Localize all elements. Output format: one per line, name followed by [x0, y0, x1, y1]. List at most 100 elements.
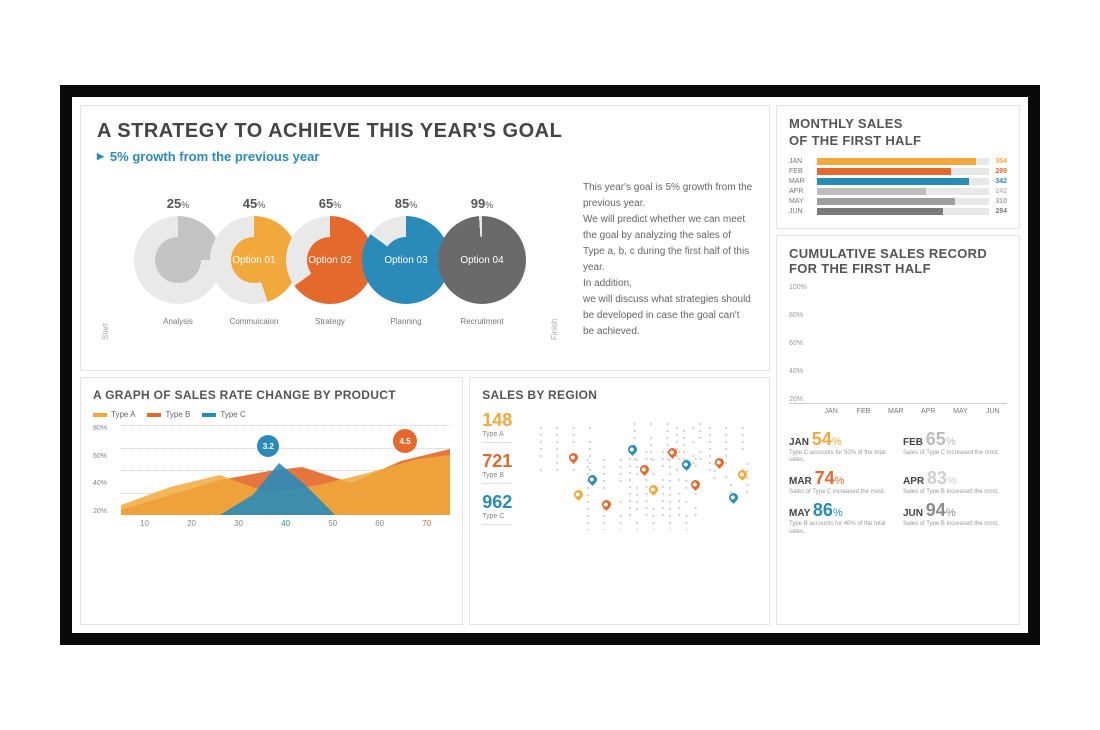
- left-column: A STRATEGY TO ACHIEVE THIS YEAR'S GOAL 5…: [80, 105, 770, 625]
- stat-header: MAR 74%: [789, 468, 893, 489]
- cume-y-axis: 100%80%60%40%20%: [789, 284, 815, 403]
- stat-header: JAN 54%: [789, 429, 893, 450]
- ring-caption: Strategy: [315, 317, 345, 326]
- stats-grid: JAN 54% Type C accounts for 50% of the t…: [789, 429, 1007, 536]
- month-bar-fill: [817, 168, 951, 175]
- month-label: APR: [789, 188, 811, 195]
- month-bar-track: [817, 198, 989, 205]
- stat-cell: JAN 54% Type C accounts for 50% of the t…: [789, 429, 893, 464]
- stat-note: Sales of Type C increased the most.: [789, 489, 893, 496]
- ring-icon: Option 04: [459, 237, 505, 283]
- region-value: 148: [482, 410, 512, 431]
- region-item: 721 Type B: [482, 451, 512, 484]
- month-bar-fill: [817, 178, 969, 185]
- ring-pct: 99: [471, 196, 493, 211]
- month-bar-track: [817, 158, 989, 165]
- month-bar-fill: [817, 188, 926, 195]
- month-value: 342: [995, 178, 1007, 185]
- ring-1: 45 Option 01 Commuicaion: [210, 216, 298, 304]
- rings-chart: 25 Analysis45 Option 01 Commuicaion65 Op…: [134, 180, 526, 340]
- cumulative-panel: CUMULATIVE SALES RECORD FOR THE FIRST HA…: [776, 235, 1020, 625]
- monthly-panel: MONTHLY SALES OF THE FIRST HALF JAN 354F…: [776, 105, 1020, 229]
- ring-caption: Planning: [390, 317, 421, 326]
- ring-icon: Option 02: [307, 237, 353, 283]
- stat-cell: FEB 65% Sales of Type C increased the mo…: [903, 429, 1007, 464]
- ring-pct: 45: [243, 196, 265, 211]
- month-bar-track: [817, 178, 989, 185]
- monthly-bars: JAN 354 FEB 299 MAR 342 APR 242 MAY 310 JUN 2…: [789, 158, 1007, 215]
- cume-bars: [817, 284, 1003, 403]
- ring-icon: Option 03: [383, 237, 429, 283]
- ring-caption: Recruitment: [460, 317, 503, 326]
- month-label: MAR: [789, 178, 811, 185]
- month-value: 242: [995, 188, 1007, 195]
- monthly-row: APR 242: [789, 188, 1007, 195]
- ring-2: 65 Option 02 Strategy: [286, 216, 374, 304]
- cumulative-title: CUMULATIVE SALES RECORD FOR THE FIRST HA…: [789, 246, 1007, 276]
- ring-pct: 85: [395, 196, 417, 211]
- stat-header: JUN 94%: [903, 500, 1007, 521]
- stat-note: Type C accounts for 50% of the total sal…: [789, 450, 893, 464]
- region-numbers: 148 Type A 721 Type B 962 Type C: [482, 410, 512, 535]
- stat-note: Type B accounts for 40% of the total sal…: [789, 521, 893, 535]
- region-title: SALES BY REGION: [482, 388, 757, 402]
- ring-4: 99 Option 04 Recruitment: [438, 216, 526, 304]
- ring-icon: [155, 237, 201, 283]
- region-value: 721: [482, 451, 512, 472]
- sales-rate-panel: A GRAPH OF SALES RATE CHANGE BY PRODUCT …: [80, 377, 463, 625]
- area-chart: 80%60%40%20% 3.2 4.5 10203040506070: [93, 425, 450, 535]
- region-item: 148 Type A: [482, 410, 512, 443]
- stat-cell: JUN 94% Sales of Type B increased the mo…: [903, 500, 1007, 535]
- area-x-axis: 10203040506070: [121, 519, 450, 531]
- hero-paragraph: This year's goal is 5% growth from the p…: [583, 180, 753, 340]
- right-column: MONTHLY SALES OF THE FIRST HALF JAN 354F…: [776, 105, 1020, 625]
- stat-header: MAY 86%: [789, 500, 893, 521]
- monthly-row: MAY 310: [789, 198, 1007, 205]
- ring-3: 85 Option 03 Planning: [362, 216, 450, 304]
- region-type: Type C: [482, 513, 512, 525]
- ring-caption: Analysis: [163, 317, 193, 326]
- month-label: MAY: [789, 198, 811, 205]
- monthly-row: FEB 299: [789, 168, 1007, 175]
- stat-header: APR 83%: [903, 468, 1007, 489]
- ring-pct: 65: [319, 196, 341, 211]
- month-label: JUN: [789, 208, 811, 215]
- region-type: Type B: [482, 472, 512, 484]
- month-value: 310: [995, 198, 1007, 205]
- cumulative-chart: 100%80%60%40%20%: [789, 284, 1007, 404]
- ring-0: 25 Analysis: [134, 216, 222, 304]
- world-map: [522, 410, 757, 535]
- legend-type-b: Type B: [147, 410, 190, 419]
- stat-cell: APR 83% Sales of Type B increased the mo…: [903, 468, 1007, 496]
- stat-header: FEB 65%: [903, 429, 1007, 450]
- month-bar-track: [817, 208, 989, 215]
- month-value: 284: [995, 208, 1007, 215]
- stat-note: Sales of Type B increased the most.: [903, 489, 1007, 496]
- region-type: Type A: [482, 431, 512, 443]
- legend-type-a: Type A: [93, 410, 135, 419]
- month-value: 354: [995, 158, 1007, 165]
- region-value: 962: [482, 492, 512, 513]
- legend-type-c: Type C: [202, 410, 245, 419]
- stat-note: Sales of Type C increased the most.: [903, 450, 1007, 457]
- month-value: 299: [995, 168, 1007, 175]
- month-label: FEB: [789, 168, 811, 175]
- monthly-row: MAR 342: [789, 178, 1007, 185]
- monthly-row: JAN 354: [789, 158, 1007, 165]
- dashboard-frame: A STRATEGY TO ACHIEVE THIS YEAR'S GOAL 5…: [60, 85, 1040, 645]
- stat-cell: MAR 74% Sales of Type C increased the mo…: [789, 468, 893, 496]
- page-title: A STRATEGY TO ACHIEVE THIS YEAR'S GOAL: [97, 120, 753, 143]
- start-cap: Start: [101, 180, 110, 340]
- hero-subtitle: 5% growth from the previous year: [97, 149, 753, 164]
- cume-x-axis: JANFEBMARAPRMAYJUN: [817, 408, 1007, 415]
- month-bar-track: [817, 168, 989, 175]
- bubble-orange: 4.5: [393, 429, 417, 453]
- sales-rate-title: A GRAPH OF SALES RATE CHANGE BY PRODUCT: [93, 388, 450, 402]
- finish-cap: Finish: [550, 180, 559, 340]
- month-bar-fill: [817, 158, 976, 165]
- month-bar-track: [817, 188, 989, 195]
- monthly-row: JUN 284: [789, 208, 1007, 215]
- month-bar-fill: [817, 198, 955, 205]
- month-bar-fill: [817, 208, 943, 215]
- ring-pct: 25: [167, 196, 189, 211]
